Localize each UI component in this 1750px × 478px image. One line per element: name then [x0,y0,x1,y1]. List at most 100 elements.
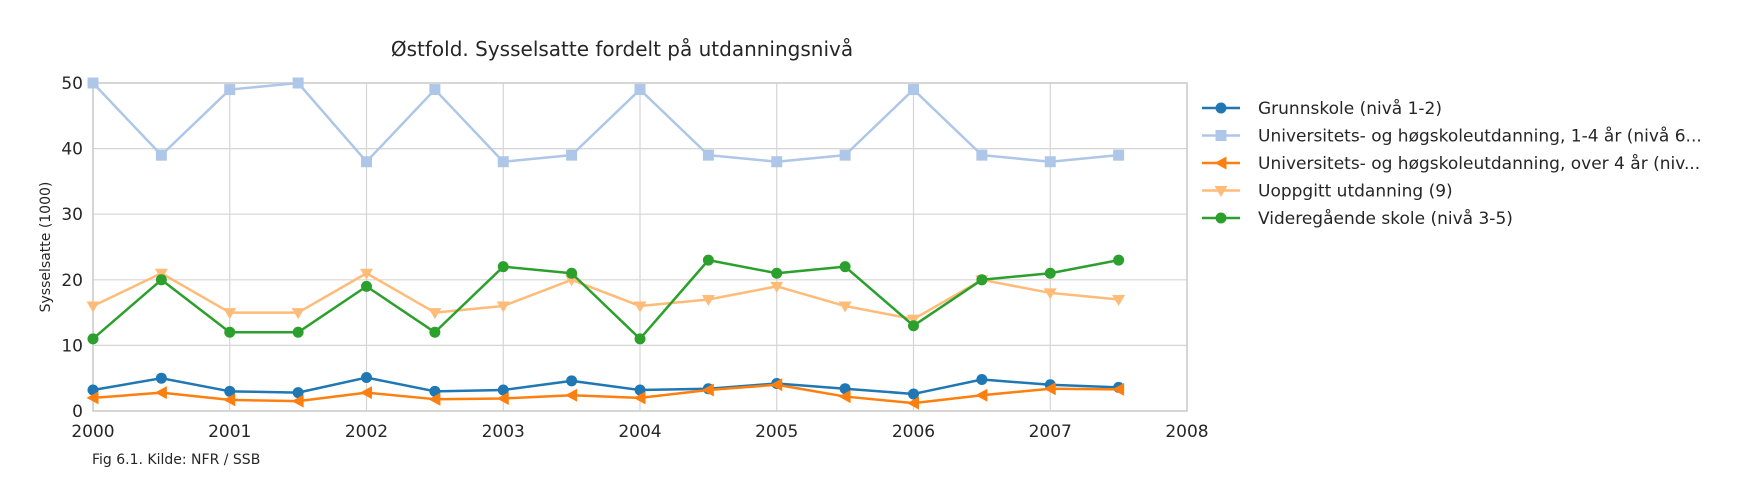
data-point [907,396,919,410]
data-point [839,261,851,273]
data-point [633,301,647,313]
data-point [155,372,167,384]
plot-area [92,82,1188,412]
data-point [292,77,304,89]
x-tick-label: 2006 [892,422,935,442]
data-point [838,301,852,313]
data-point [839,149,851,161]
y-tick-label: 0 [72,402,83,422]
data-point [224,385,236,397]
series-2 [87,77,1125,168]
data-point [908,388,919,400]
data-point [1044,267,1056,279]
x-tick-label: 2001 [208,422,251,442]
data-point [361,372,372,384]
legend-entry: Universitets- og høgskoleutdanning, 1-4 … [1202,126,1702,147]
data-point [907,314,920,326]
chart-title: Østfold. Sysselsatte fordelt på utdannin… [391,37,853,61]
data-point [428,308,442,320]
data-point [975,388,988,402]
data-point [496,301,510,313]
series-4 [86,268,1126,326]
data-point [701,383,714,397]
data-point [701,294,715,306]
data-point [1112,294,1126,306]
legend-label: Videregående skole (nivå 3-5) [1258,208,1513,229]
x-tick-label: 2003 [482,422,525,442]
data-point [154,386,167,400]
legend-label: Uoppgitt utdanning (9) [1258,182,1453,202]
legend-label: Universitets- og høgskoleutdanning, over… [1258,153,1700,174]
data-point [428,392,441,406]
data-point [429,326,441,338]
data-point [770,281,784,293]
series-line [92,376,1119,396]
y-axis-label: Sysselsatte (1000) [38,182,54,313]
data-point [429,84,441,96]
legend-entry: Uoppgitt utdanning (9) [1202,182,1453,202]
legend-marker [1214,156,1227,170]
legend-entry: Videregående skole (nivå 3-5) [1202,208,1513,229]
series-layer [86,77,1126,410]
series-line [92,271,1119,321]
data-point [87,333,99,345]
data-point [429,385,441,397]
data-point [291,394,304,408]
data-point [566,375,578,387]
data-point [1044,156,1056,168]
data-point [1113,149,1125,161]
data-point [566,149,578,161]
grid-lines [92,82,1188,412]
x-tick-label: 2007 [1029,422,1072,442]
y-tick-label: 20 [61,271,83,291]
data-point [634,84,646,96]
data-point [908,320,919,332]
data-point [496,392,509,406]
series-line [92,258,1119,341]
data-point [223,308,237,320]
series-line [92,81,1119,163]
series-5 [87,254,1125,345]
x-axis: 2000 2001 2002 2003 2004 2005 2006 2007 2008 [71,422,1208,442]
y-tick-label: 50 [61,74,83,94]
data-point [565,388,578,402]
data-point [908,84,919,96]
data-point [839,383,851,395]
data-point [497,156,509,168]
data-point [155,274,167,286]
data-point [224,84,236,96]
data-point [1043,382,1056,396]
data-point [497,384,509,396]
series-3 [86,378,1125,410]
legend-marker [1215,102,1227,114]
data-point [361,156,372,168]
caption: Fig 6.1. Kilde: NFR / SSB [92,452,260,468]
data-point [360,268,373,280]
data-point [87,384,99,396]
x-tick-label: 2005 [755,422,798,442]
data-point [1112,382,1125,396]
data-point [154,268,168,280]
legend-label: Universitets- og høgskoleutdanning, 1-4 … [1258,126,1702,147]
data-point [633,391,646,405]
x-tick-label: 2004 [618,422,661,442]
data-point [702,254,714,266]
data-point [360,386,372,400]
y-tick-label: 30 [61,205,83,225]
data-point [771,156,783,168]
data-point [771,267,783,279]
data-point [566,267,578,279]
legend-entry: Grunnskole (nivå 1-2) [1202,98,1442,119]
series-1 [87,372,1125,400]
data-point [86,301,100,313]
data-point [1113,254,1125,266]
data-point [292,326,304,338]
data-point [976,374,988,386]
legend-label: Grunnskole (nivå 1-2) [1258,98,1442,119]
legend-marker [1215,130,1227,141]
y-tick-label: 10 [61,336,83,356]
data-point [770,378,783,392]
y-tick-label: 40 [61,140,83,160]
data-point [361,280,372,292]
